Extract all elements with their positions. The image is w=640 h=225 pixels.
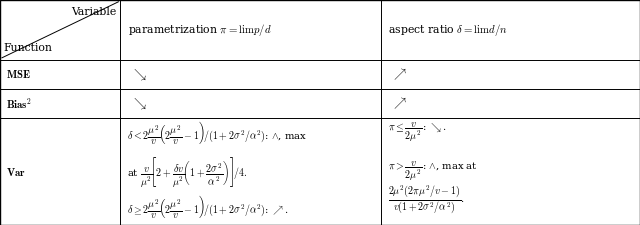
- Text: $\mathbf{Var}$: $\mathbf{Var}$: [6, 166, 26, 178]
- Text: $\searrow$: $\searrow$: [131, 67, 147, 82]
- Text: $\delta \geq 2\dfrac{\mu^2}{v}\!\left(2\dfrac{\mu^2}{v}-1\right)\!/(1+2\sigma^2/: $\delta \geq 2\dfrac{\mu^2}{v}\!\left(2\…: [127, 193, 289, 220]
- Text: Function: Function: [4, 43, 52, 53]
- Text: $\dfrac{2\mu^2(2\pi\mu^2/v-1)}{v(1+2\sigma^2/\alpha^2)}$.: $\dfrac{2\mu^2(2\pi\mu^2/v-1)}{v(1+2\sig…: [388, 184, 465, 216]
- Text: $\nearrow$: $\nearrow$: [391, 96, 407, 111]
- Text: $\nearrow$: $\nearrow$: [391, 67, 407, 82]
- Text: $\delta < 2\dfrac{\mu^2}{v}\!\left(2\dfrac{\mu^2}{v}-1\right)\!/(1+2\sigma^2/\al: $\delta < 2\dfrac{\mu^2}{v}\!\left(2\dfr…: [127, 119, 307, 146]
- Text: $\searrow$: $\searrow$: [131, 96, 147, 111]
- Text: $\pi > \dfrac{v}{2\mu^2}$: $\wedge$, max at: $\pi > \dfrac{v}{2\mu^2}$: $\wedge$, max…: [388, 160, 478, 183]
- Text: $\mathbf{MSE}$: $\mathbf{MSE}$: [6, 68, 31, 80]
- Text: parametrization $\pi = \lim p/d$: parametrization $\pi = \lim p/d$: [128, 22, 272, 38]
- Text: $\pi \leq \dfrac{v}{2\mu^2}$: $\searrow$.: $\pi \leq \dfrac{v}{2\mu^2}$: $\searrow$…: [388, 120, 447, 144]
- Text: at $\dfrac{v}{\mu^2}\!\left[2+\dfrac{\delta v}{\mu^2}\!\left(1+\dfrac{2\sigma^2}: at $\dfrac{v}{\mu^2}\!\left[2+\dfrac{\de…: [127, 155, 247, 189]
- Text: $\mathbf{Bias}^2$: $\mathbf{Bias}^2$: [6, 96, 33, 111]
- Text: aspect ratio $\delta = \lim d/n$: aspect ratio $\delta = \lim d/n$: [388, 22, 509, 38]
- Text: Variable: Variable: [71, 7, 116, 17]
